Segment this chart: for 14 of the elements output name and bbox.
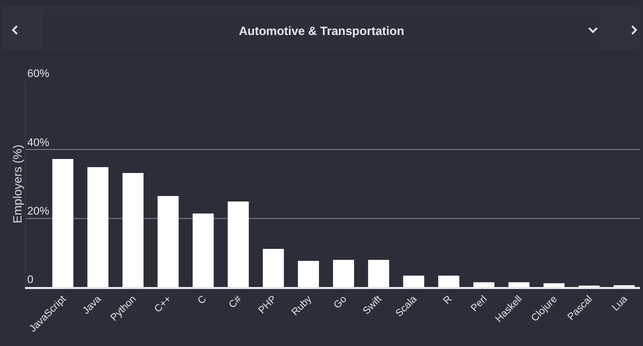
y-tick-label: 20% [27, 205, 50, 218]
y-tick-label: 40% [27, 136, 50, 149]
x-tick-label: C++ [152, 294, 174, 316]
x-tick-label: C [196, 294, 209, 307]
x-tick-label: R [442, 294, 454, 307]
x-tick-label: C# [227, 294, 244, 311]
y-axis-title: Employers (%) [10, 144, 25, 224]
x-tick-label: Go [332, 294, 350, 312]
y-tick-label: 60% [27, 68, 50, 80]
x-tick-label: Perl [469, 294, 490, 314]
x-tick-label: Java [80, 294, 104, 317]
y-tick-label: 0 [27, 274, 34, 286]
x-tick-label: Lua [610, 294, 630, 314]
chart-title: Automotive & Transportation [238, 24, 406, 38]
